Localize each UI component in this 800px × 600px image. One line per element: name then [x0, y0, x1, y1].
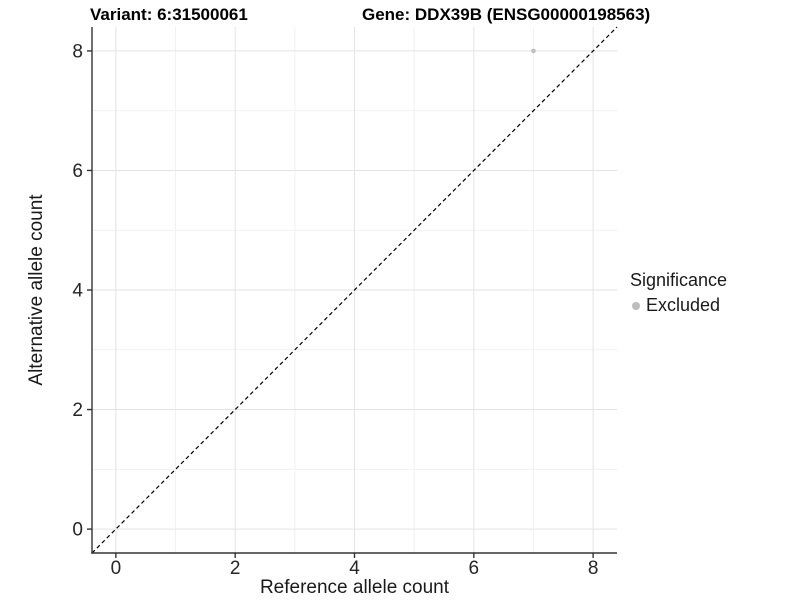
x-tick-label: 6 — [469, 558, 480, 579]
y-tick-label: 4 — [72, 280, 83, 301]
y-tick-label: 6 — [72, 161, 83, 182]
plot-title-variant: Variant: 6:31500061 — [90, 5, 248, 24]
legend-title: Significance — [630, 270, 728, 290]
identity-line — [91, 26, 618, 554]
x-tick-label: 4 — [349, 558, 360, 579]
x-tick-label: 8 — [588, 558, 599, 579]
y-axis-title: Alternative allele count — [26, 194, 47, 386]
x-tick-label: 2 — [230, 558, 241, 579]
legend: Significance Excluded — [630, 270, 727, 316]
x-tick-label: 0 — [111, 558, 122, 579]
legend-entry-label: Excluded — [646, 295, 721, 315]
data-point — [531, 48, 536, 54]
legend-entry-excluded: Excluded — [630, 295, 727, 316]
y-tick-label: 0 — [72, 520, 83, 541]
legend-point-icon — [632, 301, 640, 310]
plot-title-gene: Gene: DDX39B (ENSG00000198563) — [362, 5, 651, 24]
x-axis-title: Reference allele count — [259, 577, 450, 598]
y-tick-label: 8 — [72, 41, 83, 62]
y-tick-label: 2 — [72, 400, 83, 421]
